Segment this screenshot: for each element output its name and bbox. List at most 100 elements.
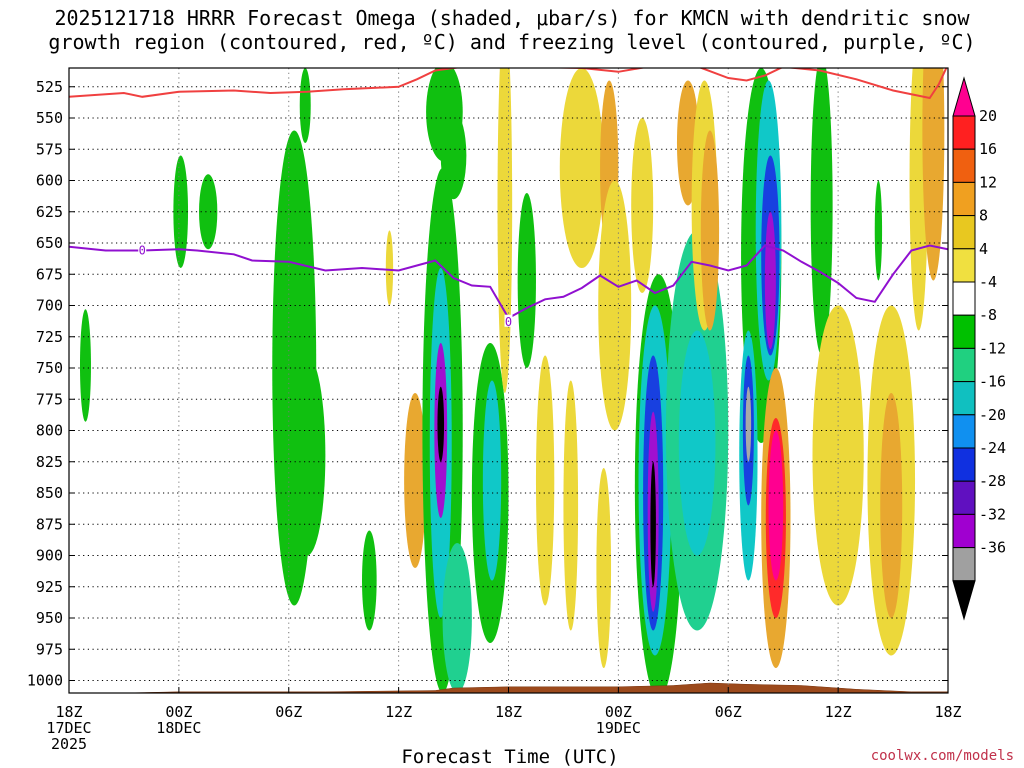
y-tick-label: 600 [36, 172, 63, 190]
colorbar-segment [952, 148, 976, 183]
colorbar-segment [952, 314, 976, 349]
omega-cell [482, 380, 502, 581]
colorbar: 20 16 12 8 4 -4 -8 -12 -16 -20 -24 -28 -32 -36 [952, 76, 1006, 621]
freezing-level-label: 0 [139, 244, 146, 258]
y-tick-label: 575 [36, 140, 63, 158]
colorbar-label: 12 [979, 173, 997, 191]
x-tick-label: 18Z [934, 703, 961, 721]
y-tick-label: 550 [36, 109, 63, 127]
colorbar-label: 8 [979, 207, 988, 225]
y-axis: 525 550 575 600 625 650 675 700 725 750 775 800 825 8… [27, 78, 948, 690]
colorbar-segment [952, 347, 976, 383]
freezing-level-contour [69, 244, 948, 320]
y-tick-label: 850 [36, 484, 63, 502]
y-tick-label: 625 [36, 203, 63, 221]
y-tick-label: 925 [36, 578, 63, 596]
y-tick-label: 675 [36, 265, 63, 283]
omega-cell [563, 380, 579, 631]
x-tick-label: 12Z [825, 703, 852, 721]
colorbar-label: 4 [979, 240, 988, 258]
x-axis-title: Forecast Time (UTC) [401, 746, 618, 768]
omega-cell [764, 211, 776, 350]
omega-cell [173, 155, 189, 268]
omega-cell [880, 393, 903, 618]
y-tick-label: 700 [36, 297, 63, 315]
colorbar-label: -24 [979, 439, 1006, 457]
colorbar-label: -36 [979, 539, 1006, 557]
title-line-1: 2025121718 HRRR Forecast Omega (shaded, … [54, 6, 970, 30]
credit-text: coolwx.com/models [871, 748, 1014, 764]
freezing-label-bg [504, 314, 513, 327]
colorbar-segment [952, 215, 976, 250]
omega-cell [79, 309, 91, 422]
x-tick-label: 06Z [715, 703, 742, 721]
colorbar-segment [952, 248, 976, 283]
omega-cell [288, 355, 326, 556]
omega-cell [442, 543, 472, 693]
chart-title: 2025121718 HRRR Forecast Omega (shaded, … [0, 6, 1024, 54]
y-tick-label: 950 [36, 609, 63, 627]
colorbar-segment [952, 115, 976, 150]
omega-cell [299, 68, 311, 143]
title-line-2: growth region (contoured, red, ºC) and f… [48, 30, 976, 54]
x-tick-label: 19DEC [596, 719, 641, 737]
y-tick-label: 800 [36, 422, 63, 440]
colorbar-label: -8 [979, 306, 997, 324]
y-tick-label: 525 [36, 78, 63, 96]
x-tick-label: 00Z [165, 703, 192, 721]
omega-cell [559, 68, 604, 268]
omega-cell [497, 68, 513, 393]
omega-cell [631, 118, 654, 293]
omega-cell [745, 386, 752, 462]
contours: 00 [69, 68, 948, 329]
omega-cell [362, 530, 377, 631]
colorbar-label: -20 [979, 406, 1006, 424]
y-tick-label: 975 [36, 640, 63, 658]
omega-cell [199, 174, 218, 250]
colorbar-bottom-arrow [952, 580, 976, 621]
dendritic-growth-contour [69, 68, 948, 100]
colorbar-label: 16 [979, 140, 997, 158]
plot-grid [69, 68, 948, 693]
x-tick-label: 00Z [605, 703, 632, 721]
colorbar-segment [952, 181, 976, 217]
colorbar-label: -32 [979, 505, 1006, 523]
colorbar-segment [952, 447, 976, 482]
colorbar-segment [952, 281, 976, 316]
omega-cell [768, 430, 784, 581]
omega-cell [922, 68, 945, 281]
omega-cell [812, 305, 864, 606]
x-tick-label: 18Z [495, 703, 522, 721]
omega-cell [404, 393, 427, 568]
y-tick-label: 725 [36, 328, 63, 346]
y-tick-label: 900 [36, 547, 63, 565]
freezing-label-bg [138, 243, 147, 256]
x-tick-label: 2025 [51, 735, 87, 753]
x-tick-label: 18Z [55, 703, 82, 721]
omega-cell [437, 386, 445, 462]
y-tick-label: 825 [36, 453, 63, 471]
x-tick-label: 06Z [275, 703, 302, 721]
freezing-level-label: 0 [505, 315, 512, 329]
omega-cell [874, 180, 883, 281]
colorbar-label: -4 [979, 273, 997, 291]
y-tick-label: 750 [36, 359, 63, 377]
colorbar-label: -16 [979, 373, 1006, 391]
y-tick-label: 650 [36, 234, 63, 252]
omega-cell [650, 461, 656, 587]
colorbar-segment [952, 513, 976, 549]
x-tick-label: 17DEC [46, 719, 91, 737]
x-tick-label: 12Z [385, 703, 412, 721]
colorbar-top-arrow [952, 76, 976, 117]
omega-cell [517, 193, 536, 368]
omega-cell [596, 468, 612, 668]
colorbar-label: 20 [979, 107, 997, 125]
omega-cell [810, 68, 833, 356]
omega-cell [385, 230, 394, 306]
colorbar-label: -28 [979, 472, 1006, 490]
x-tick-label: 18DEC [156, 719, 201, 737]
omega-cell [678, 330, 716, 556]
omega-cell [535, 355, 555, 606]
